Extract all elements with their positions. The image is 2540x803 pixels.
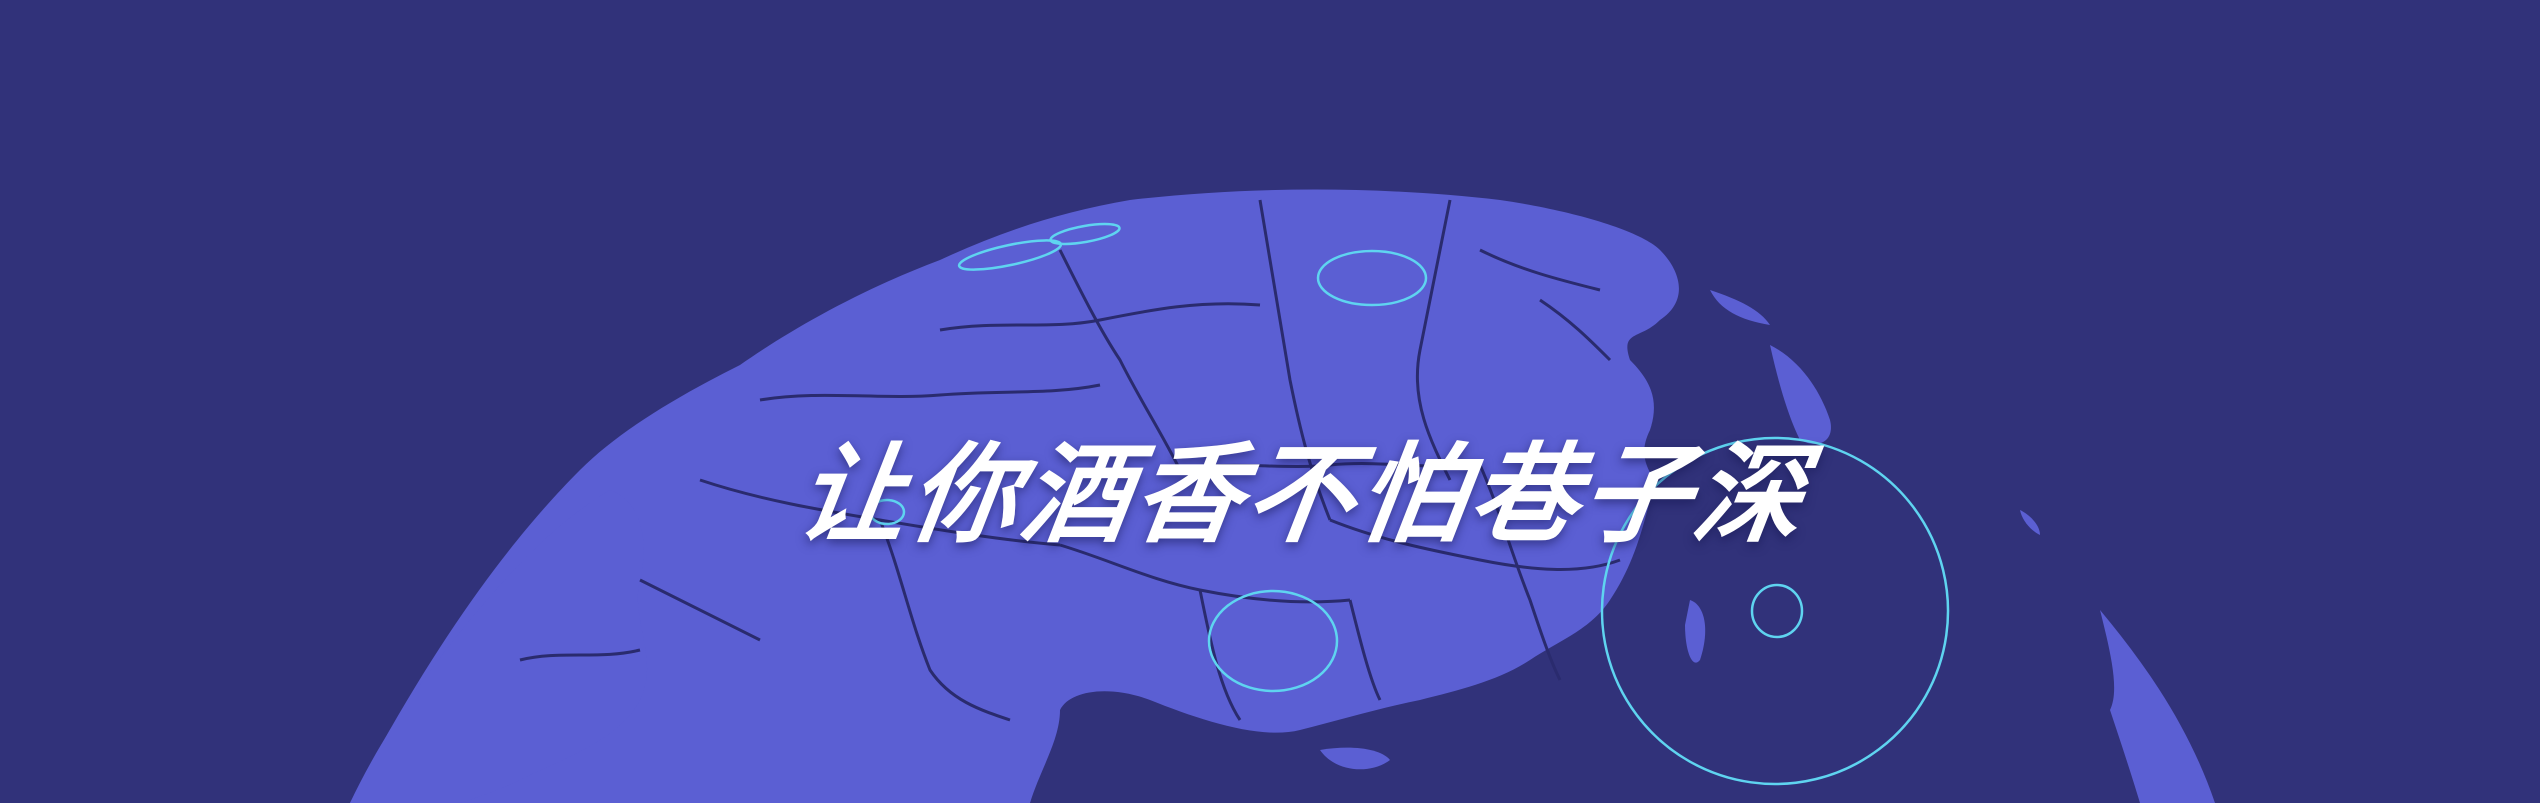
hainan-island (1320, 747, 1390, 770)
small-island (2020, 510, 2040, 535)
southeast-landmass (2100, 610, 2215, 803)
ring-east-large (1600, 436, 1950, 786)
ring-east-small (1750, 583, 1804, 639)
ring-north (1316, 249, 1428, 307)
banner-headline: 让你酒香不怕巷子深 (789, 433, 1816, 558)
ring-west-small (868, 498, 906, 526)
northeast-island (1710, 290, 1770, 325)
ring-south (1207, 589, 1339, 693)
province-borders (519, 199, 1621, 722)
japan-island (1770, 345, 1831, 444)
continent-landmass (350, 189, 1679, 803)
taiwan-island (1685, 600, 1706, 663)
western-landmass (350, 490, 648, 803)
accent-rings (868, 222, 1950, 786)
ring-north-west-small (1049, 222, 1121, 246)
